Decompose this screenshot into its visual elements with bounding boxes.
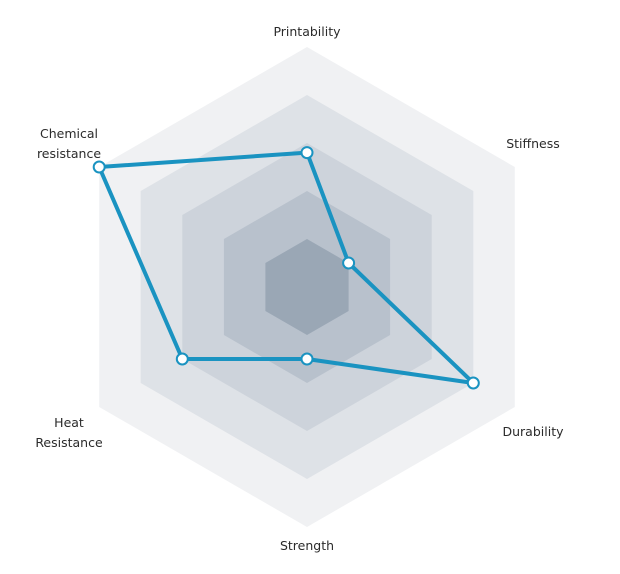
axis-label-line: Durability [503,424,565,439]
axis-label-2: Durability [503,424,565,439]
radar-series [92,146,480,390]
axis-label-line: Heat [54,415,84,430]
radar-point-3[interactable] [300,352,314,366]
radar-point-1[interactable] [342,256,356,270]
axis-label-0: Printability [273,24,341,39]
axis-label-line: Printability [273,24,341,39]
axis-label-3: Strength [280,538,334,553]
radar-point-4[interactable] [175,352,189,366]
radar-ring-1 [265,239,349,335]
radar-point-5[interactable] [92,160,106,174]
axis-label-4: Heat Resistance [35,415,103,450]
axis-label-line: Strength [280,538,334,553]
radar-point-0[interactable] [300,146,314,160]
axis-label-line: resistance [37,146,101,161]
axis-label-line: Resistance [35,435,103,450]
axis-label-line: Chemical [40,126,98,141]
axis-label-5: Chemical resistance [37,126,101,161]
axis-label-line: Stiffness [506,136,560,151]
axis-label-1: Stiffness [506,136,560,151]
radar-axis-labels: Printability Stiffness Durability Strength H… [35,24,564,553]
radar-point-2[interactable] [466,376,480,390]
radar-rings [99,47,515,527]
